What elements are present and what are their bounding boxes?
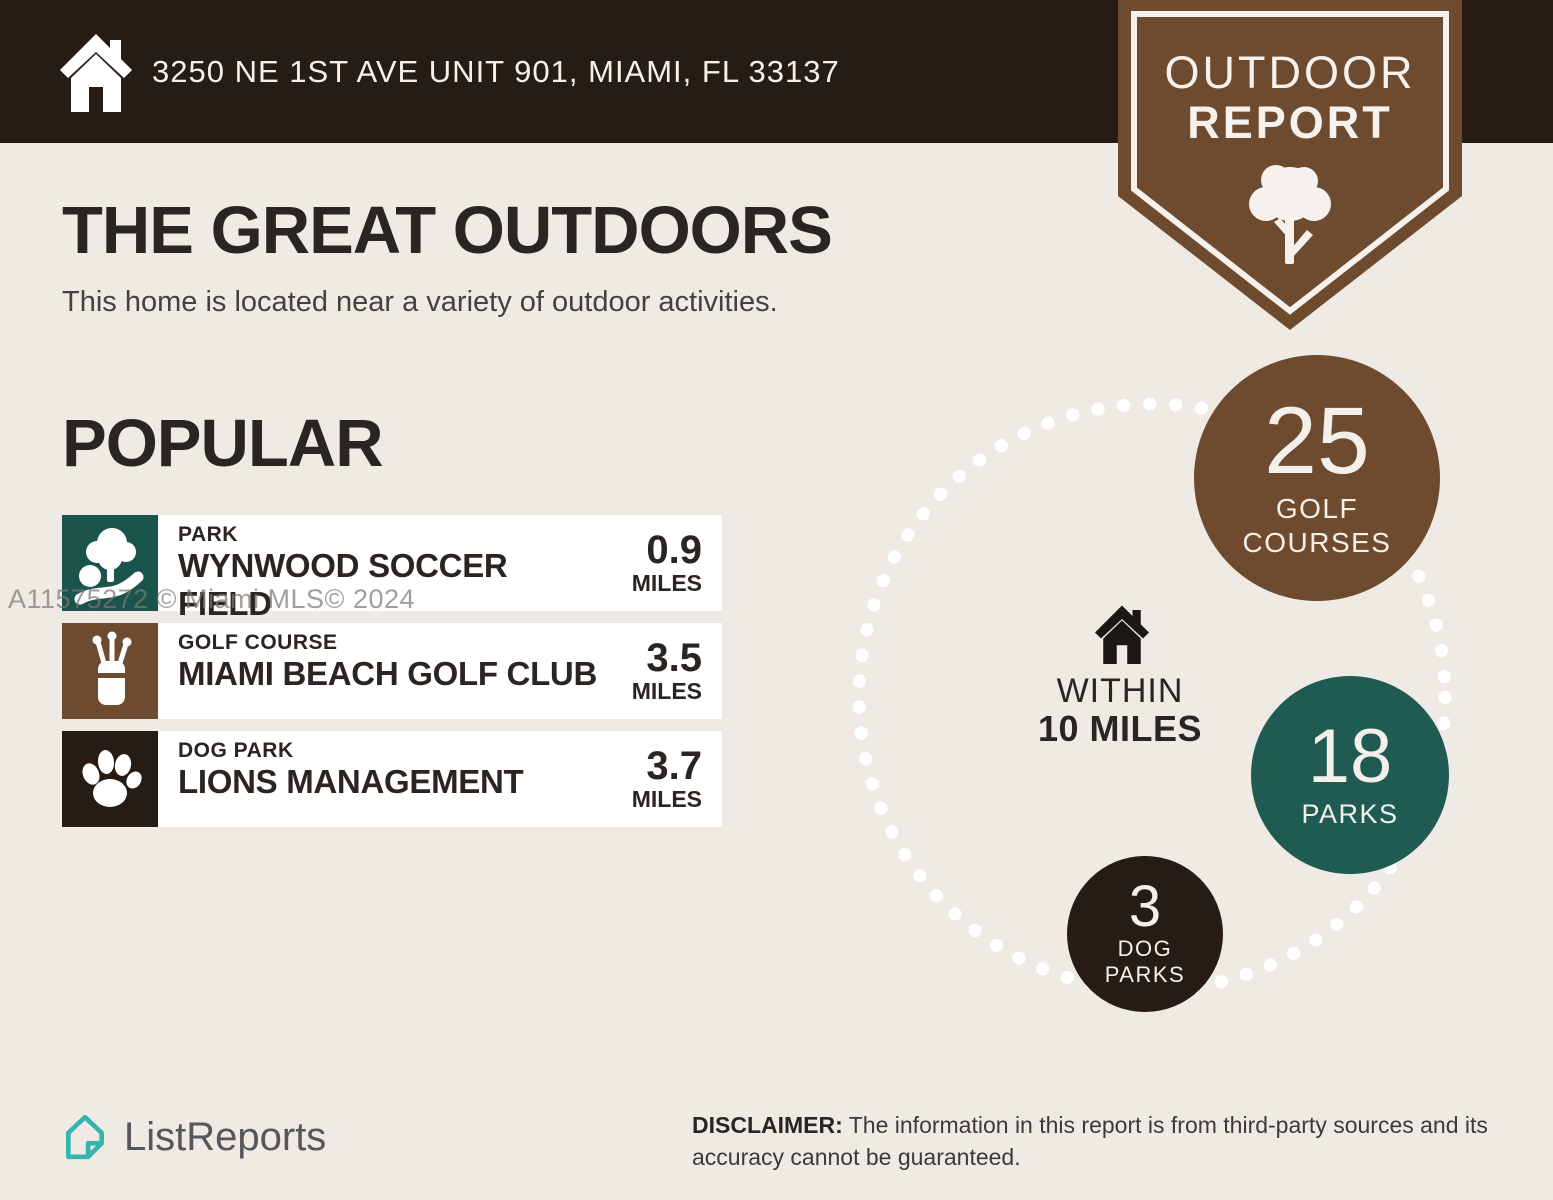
section-heading-popular: POPULAR <box>62 406 384 481</box>
park-icon <box>62 515 158 611</box>
distance-block: 3.7 MILES <box>632 731 702 827</box>
place-name: WYNWOOD SOCCER FIELD <box>178 547 508 622</box>
place-category: GOLF COURSE <box>178 631 338 654</box>
stat-label: DOG PARKS <box>1104 935 1186 987</box>
distance-unit: MILES <box>631 678 702 704</box>
distance-value: 0.9 <box>646 528 702 572</box>
listreports-logo-text: ListReports <box>124 1114 327 1159</box>
place-name: LIONS MANAGEMENT <box>178 763 524 800</box>
distance-unit: MILES <box>631 786 702 812</box>
radius-label-line1: WITHIN <box>1056 672 1184 710</box>
property-address: 3250 NE 1ST AVE UNIT 901, MIAMI, FL 3313… <box>152 53 840 89</box>
stat-circle-parks: 18 PARKS <box>1251 676 1449 874</box>
distance-unit: MILES <box>631 570 702 596</box>
distance-value: 3.7 <box>646 744 702 788</box>
listreports-house-icon <box>65 1114 105 1160</box>
outdoor-report-badge: OUTDOOR REPORT <box>1118 0 1462 330</box>
disclaimer-body: The information in this report is from t… <box>692 1112 1488 1170</box>
stat-value: 25 <box>1264 388 1370 495</box>
mls-watermark: A11575272 © Miami MLS© 2024 <box>8 584 416 614</box>
place-name: MIAMI BEACH GOLF CLUB <box>178 655 597 692</box>
page-title: THE GREAT OUTDOORS <box>62 193 833 268</box>
list-item-park: PARK WYNWOOD SOCCER FIELD 0.9 MILES <box>62 515 722 622</box>
tree-icon <box>1249 165 1331 264</box>
page-subtitle: This home is located near a variety of o… <box>62 286 778 318</box>
place-category: DOG PARK <box>178 739 294 762</box>
stat-circle-dog-parks: 3 DOG PARKS <box>1067 856 1223 1012</box>
home-icon-radius <box>1095 605 1149 664</box>
badge-line1: OUTDOOR <box>1165 47 1416 98</box>
disclaimer-text: DISCLAIMER: The information in this repo… <box>692 1110 1512 1173</box>
stat-value: 3 <box>1128 873 1162 939</box>
golf-bag-icon <box>62 623 158 719</box>
distance-value: 3.5 <box>646 636 702 680</box>
list-item-dog-park: DOG PARK LIONS MANAGEMENT 3.7 MILES <box>62 731 722 827</box>
listreports-logo: ListReports <box>60 1112 326 1162</box>
radius-label-line2: 10 MILES <box>1037 708 1203 749</box>
distance-block: 3.5 MILES <box>632 623 702 719</box>
stat-value: 18 <box>1307 713 1393 799</box>
disclaimer-label: DISCLAIMER: <box>692 1112 843 1138</box>
badge-line2: REPORT <box>1187 97 1393 148</box>
stat-label: GOLF COURSES <box>1242 493 1392 558</box>
stat-label: PARKS <box>1301 798 1399 829</box>
list-item-golf-course: GOLF COURSE MIAMI BEACH GOLF CLUB 3.5 MI… <box>62 623 722 719</box>
paw-icon <box>62 731 158 827</box>
stat-circle-golf-courses: 25 GOLF COURSES <box>1194 355 1440 601</box>
place-category: PARK <box>178 523 238 546</box>
home-icon <box>60 34 132 112</box>
distance-block: 0.9 MILES <box>632 515 702 611</box>
